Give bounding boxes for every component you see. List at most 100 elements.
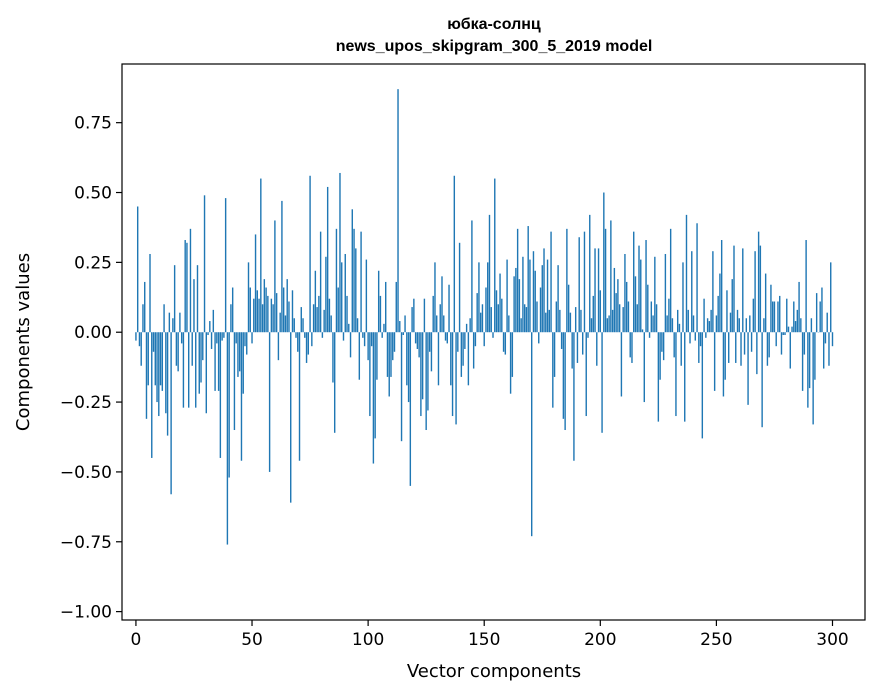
- bar-114: [335, 228, 338, 333]
- bar-242: [560, 332, 563, 349]
- bar-320: [698, 332, 700, 363]
- bar-24: [177, 332, 179, 372]
- bar-346: [743, 332, 746, 355]
- bar-151: [400, 332, 403, 442]
- bar-75: [267, 295, 269, 333]
- bar-68: [254, 234, 257, 333]
- bar-54: [230, 304, 232, 333]
- bar-374: [793, 301, 795, 333]
- x-axis: 0 50 100 150 200 250 300: [131, 620, 849, 650]
- bar-79: [274, 220, 276, 333]
- bar-48: [219, 332, 222, 458]
- bar-196: [479, 312, 482, 333]
- bar-161: [418, 332, 420, 358]
- bar-381: [805, 240, 807, 333]
- bar-200: [487, 262, 489, 333]
- bar-186: [462, 332, 464, 366]
- chart-title: юбка-солнц: [447, 16, 541, 33]
- bar-280: [627, 301, 630, 333]
- bar-389: [819, 301, 821, 333]
- bar-46: [216, 332, 218, 344]
- y-tick-label: −0.75: [60, 533, 112, 553]
- bar-391: [823, 332, 825, 369]
- bar-11: [154, 332, 156, 386]
- bar-218: [518, 279, 521, 333]
- bar-188: [465, 323, 468, 333]
- bar-262: [596, 332, 598, 366]
- bar-5: [144, 281, 146, 333]
- bar-92: [297, 332, 299, 352]
- bar-223: [527, 226, 529, 333]
- bar-363: [773, 301, 776, 333]
- bar-332: [719, 273, 721, 333]
- bar-340: [733, 245, 735, 333]
- bar-310: [680, 332, 682, 366]
- bar-353: [756, 332, 758, 375]
- bar-30: [188, 332, 190, 408]
- bar-41: [207, 332, 209, 336]
- bar-257: [587, 332, 589, 338]
- bar-285: [636, 304, 638, 333]
- bar-212: [508, 315, 510, 333]
- bar-225: [531, 332, 533, 537]
- bar-356: [761, 332, 763, 428]
- bar-240: [557, 265, 559, 333]
- bar-97: [305, 332, 308, 363]
- bar-311: [682, 262, 684, 333]
- chart-subtitle: news_upos_skipgram_300_5_2019 model: [336, 38, 653, 55]
- bar-350: [750, 332, 753, 352]
- bar-162: [420, 332, 422, 417]
- bar-71: [260, 178, 262, 333]
- bar-182: [455, 332, 457, 425]
- bar-333: [720, 240, 723, 333]
- bar-341: [735, 332, 737, 363]
- bar-267: [604, 228, 607, 333]
- bar-289: [643, 332, 645, 403]
- bar-53: [228, 332, 230, 478]
- bar-61: [242, 332, 244, 394]
- bar-266: [603, 192, 605, 333]
- bar-326: [708, 321, 711, 333]
- bar-104: [318, 295, 320, 333]
- bar-80: [275, 293, 278, 333]
- bar-90: [293, 318, 295, 333]
- y-tick-label: −1.00: [60, 603, 112, 623]
- x-tick-label: 100: [352, 630, 384, 650]
- bar-64: [247, 262, 250, 333]
- bar-193: [474, 332, 477, 347]
- bar-105: [319, 231, 322, 333]
- bar-128: [360, 231, 362, 333]
- bar-259: [590, 318, 593, 333]
- bar-379: [801, 332, 804, 391]
- bar-74: [265, 287, 267, 333]
- bar-16: [163, 304, 165, 333]
- bar-204: [494, 178, 496, 333]
- bar-275: [618, 304, 621, 333]
- bar-328: [712, 251, 714, 333]
- bar-115: [337, 287, 339, 333]
- bar-95: [302, 318, 304, 333]
- x-axis-label: Vector components: [407, 661, 581, 682]
- bar-33: [193, 279, 195, 333]
- bar-336: [726, 290, 728, 333]
- bar-201: [488, 214, 491, 333]
- bar-274: [617, 279, 619, 333]
- bar-160: [416, 332, 419, 349]
- bar-25: [179, 312, 181, 333]
- bar-176: [444, 332, 447, 341]
- bar-32: [191, 332, 193, 366]
- bar-364: [775, 332, 777, 347]
- bar-272: [613, 267, 616, 333]
- bar-371: [787, 326, 790, 333]
- bar-292: [648, 332, 651, 338]
- bar-184: [458, 242, 461, 333]
- bar-331: [717, 295, 719, 333]
- bar-387: [815, 293, 818, 333]
- bar-3: [140, 332, 142, 366]
- bar-255: [583, 231, 586, 333]
- bar-246: [567, 284, 570, 333]
- bar-23: [175, 332, 178, 366]
- bar-253: [580, 309, 582, 333]
- bar-282: [631, 332, 633, 363]
